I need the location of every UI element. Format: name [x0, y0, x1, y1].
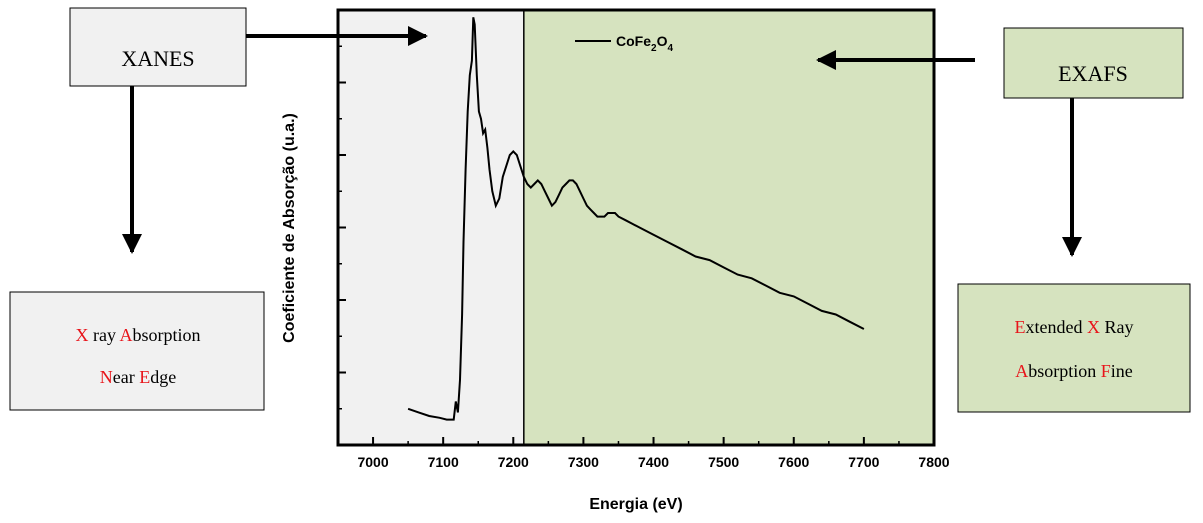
- exafs-description-box: [957, 283, 1191, 413]
- description-fragment: F: [1101, 361, 1111, 381]
- x-tick-label-7600: 7600: [778, 454, 809, 470]
- description-fragment: ear: [113, 367, 139, 387]
- x-tick-label-7300: 7300: [568, 454, 599, 470]
- description-fragment: E: [1015, 317, 1026, 337]
- x-axis-tick-labels: 7000 7100 7200 7300 7400 7500 7600 7700 7800: [357, 454, 949, 470]
- legend-label: CoFe2O4: [616, 33, 673, 54]
- xanes-label-box: [69, 7, 247, 87]
- x-tick-label-7500: 7500: [708, 454, 739, 470]
- description-fragment: dge: [150, 367, 176, 387]
- description-fragment: E: [139, 367, 150, 387]
- xanes-description-box: [9, 291, 265, 411]
- xanes-label: XANES: [121, 46, 194, 71]
- series-line-cofe2o4: [407, 17, 865, 421]
- xanes-description-line-2: Near Edge: [100, 367, 176, 387]
- description-fragment: xtended: [1026, 317, 1087, 337]
- x-tick-label-7800: 7800: [918, 454, 949, 470]
- y-axis-title: Coeficiente de Absorção (u.a.): [281, 113, 298, 343]
- description-fragment: Ray: [1100, 317, 1134, 337]
- xanes-description-line-1: X ray Absorption: [75, 325, 200, 345]
- x-tick-label-7700: 7700: [848, 454, 879, 470]
- description-fragment: X: [1087, 317, 1100, 337]
- x-tick-label-7400: 7400: [638, 454, 669, 470]
- exafs-region: [523, 10, 934, 445]
- x-tick-label-7100: 7100: [428, 454, 459, 470]
- description-fragment: ray: [88, 325, 119, 345]
- x-tick-label-7000: 7000: [357, 454, 388, 470]
- x-axis-ticks: [372, 437, 935, 445]
- exafs-description-line-2: Absorption Fine: [1015, 361, 1133, 381]
- exafs-description-line-1: Extended X Ray: [1015, 317, 1134, 337]
- x-tick-label-7200: 7200: [498, 454, 529, 470]
- y-axis-ticks: [338, 45, 346, 410]
- description-fragment: bsorption: [1028, 361, 1101, 381]
- description-fragment: X: [75, 325, 88, 345]
- xanes-region: [338, 10, 524, 445]
- x-axis-title: Energia (eV): [589, 496, 682, 513]
- description-fragment: A: [119, 325, 132, 345]
- description-fragment: A: [1015, 361, 1028, 381]
- description-fragment: ine: [1111, 361, 1133, 381]
- description-fragment: bsorption: [132, 325, 200, 345]
- exafs-label: EXAFS: [1058, 61, 1128, 86]
- exafs-label-box: [1003, 27, 1184, 99]
- description-fragment: N: [100, 367, 113, 387]
- legend: CoFe2O4: [575, 33, 673, 54]
